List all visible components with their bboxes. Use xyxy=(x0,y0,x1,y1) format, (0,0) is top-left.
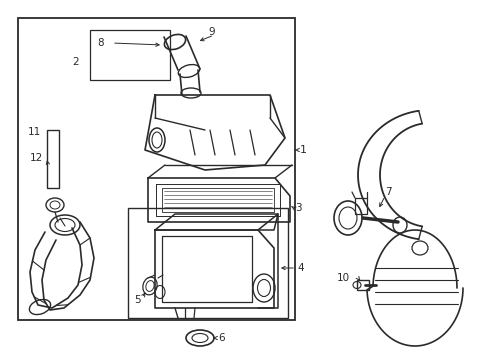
Text: 10: 10 xyxy=(336,273,349,283)
Bar xyxy=(18,18,294,320)
Bar xyxy=(354,198,366,214)
Bar xyxy=(128,208,287,318)
Text: 8: 8 xyxy=(97,38,103,48)
Text: 1: 1 xyxy=(299,145,306,155)
Text: 6: 6 xyxy=(218,333,224,343)
Text: 11: 11 xyxy=(28,127,41,137)
Bar xyxy=(162,188,273,212)
Text: 7: 7 xyxy=(384,187,391,197)
Text: 3: 3 xyxy=(294,203,301,213)
Bar xyxy=(90,30,170,80)
Text: 2: 2 xyxy=(72,57,79,67)
Text: 9: 9 xyxy=(207,27,214,37)
Text: 5: 5 xyxy=(134,295,141,305)
Bar xyxy=(47,130,59,188)
Bar xyxy=(356,280,368,290)
Text: 12: 12 xyxy=(30,153,43,163)
Text: 4: 4 xyxy=(296,263,303,273)
